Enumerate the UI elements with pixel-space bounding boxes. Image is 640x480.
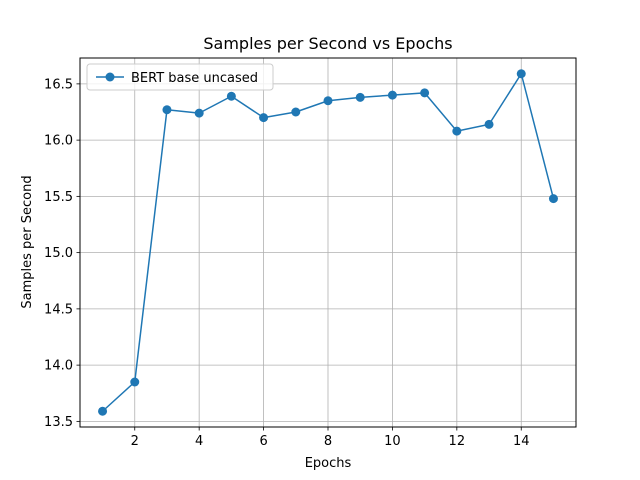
legend-entry-label: BERT base uncased [131, 71, 258, 86]
x-axis-ticks: 2 4 6 8 10 12 14 [131, 427, 530, 449]
x-tick-label: 10 [384, 434, 401, 449]
legend-box [86, 63, 274, 91]
data-point [548, 194, 558, 204]
x-tick-label: 2 [131, 434, 139, 449]
y-tick-label: 14.0 [44, 359, 73, 374]
series-layer [98, 69, 558, 416]
x-tick-label: 6 [259, 434, 267, 449]
legend: BERT base uncased [86, 63, 274, 91]
x-tick-label: 12 [449, 434, 466, 449]
data-point [162, 105, 172, 115]
data-point [484, 119, 494, 129]
y-axis-ticks: 13.5 14.0 14.5 15.0 15.5 16.0 16.5 [44, 77, 80, 430]
data-point [226, 91, 236, 101]
y-axis-label: Samples per Second [20, 175, 35, 308]
y-tick-label: 16.0 [44, 134, 73, 149]
x-tick-label: 14 [513, 434, 530, 449]
legend-marker-swatch [105, 72, 115, 82]
data-point [355, 92, 365, 102]
data-point [291, 107, 301, 117]
y-tick-label: 15.0 [44, 246, 73, 261]
y-tick-label: 13.5 [44, 415, 73, 430]
data-point [323, 96, 333, 106]
y-tick-label: 15.5 [44, 190, 73, 205]
x-tick-label: 4 [195, 434, 203, 449]
x-tick-label: 8 [324, 434, 332, 449]
y-tick-label: 14.5 [44, 302, 73, 317]
y-tick-label: 16.5 [44, 77, 73, 92]
data-point [516, 69, 526, 79]
data-point [259, 113, 269, 123]
data-point [194, 108, 204, 118]
x-axis-label: Epochs [305, 456, 352, 471]
chart-title: Samples per Second vs Epochs [203, 34, 452, 53]
data-point [452, 126, 462, 136]
data-point [387, 90, 397, 100]
data-point [420, 88, 430, 98]
data-point [98, 406, 108, 416]
data-point [130, 377, 140, 387]
